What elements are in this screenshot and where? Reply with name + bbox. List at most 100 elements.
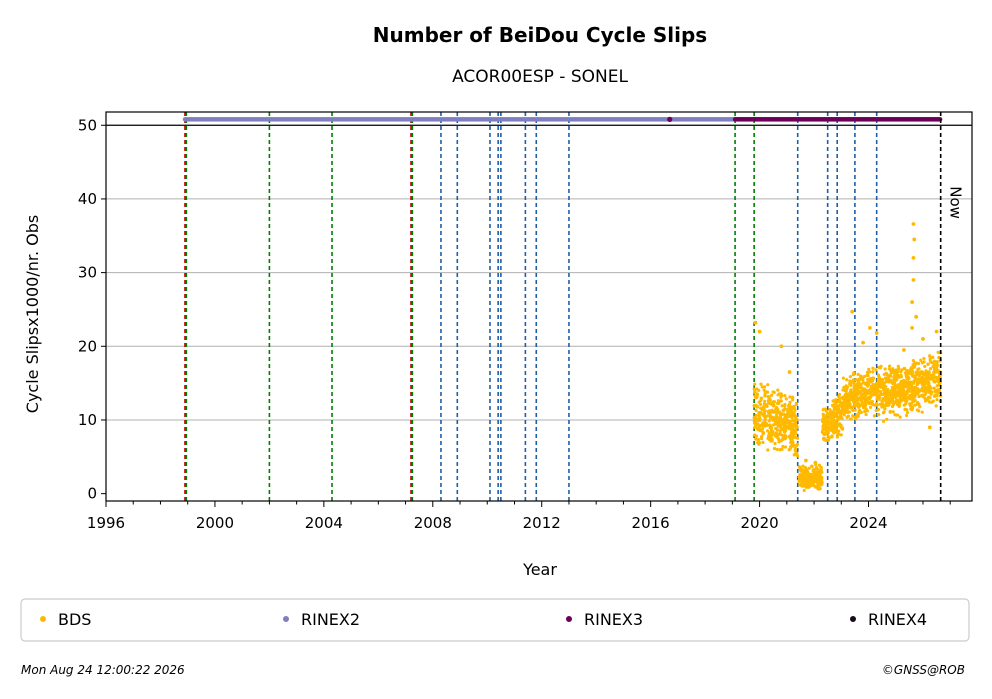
bds-point: [780, 420, 784, 424]
bds-point: [859, 390, 863, 394]
bds-point: [772, 403, 776, 408]
bds-point: [934, 329, 939, 334]
bds-point: [893, 413, 897, 417]
bds-point: [851, 373, 855, 377]
bds-point: [904, 413, 909, 418]
bds-point: [767, 409, 772, 413]
bds-point: [897, 367, 901, 371]
bds-point: [822, 407, 826, 411]
bds-point: [819, 465, 823, 470]
legend-marker-rinex2: [283, 616, 289, 622]
bds-point: [753, 320, 758, 325]
bds-point: [933, 359, 937, 363]
bds-point: [860, 386, 864, 390]
bds-point: [871, 383, 875, 387]
bds-point: [852, 403, 856, 407]
bds-point: [865, 399, 869, 404]
bds-point: [777, 401, 781, 405]
bds-point: [876, 384, 880, 389]
bds-point: [892, 376, 896, 380]
bds-point: [761, 440, 765, 445]
bds-point: [923, 364, 927, 369]
bds-point: [927, 370, 931, 374]
bds-point: [865, 370, 870, 374]
bds-point: [847, 410, 852, 414]
bds-point: [787, 370, 792, 374]
bds-point: [867, 367, 871, 371]
bds-point: [899, 375, 903, 379]
bds-point: [885, 392, 889, 396]
bds-point: [778, 410, 782, 414]
bds-point: [907, 382, 911, 387]
bds-point: [914, 370, 918, 374]
bds-point: [760, 437, 764, 441]
bds-point: [830, 434, 834, 438]
bds-point: [848, 397, 852, 401]
bds-point: [863, 406, 867, 410]
bds-point: [795, 425, 799, 429]
bds-point: [821, 424, 825, 428]
bds-point: [783, 407, 787, 411]
bds-point: [885, 417, 889, 421]
bds-point: [830, 417, 834, 421]
bds-point: [768, 413, 772, 417]
bds-point: [809, 464, 814, 468]
bds-point: [894, 368, 898, 372]
bds-point: [912, 385, 916, 389]
bds-point: [909, 366, 913, 370]
bds-point: [826, 430, 830, 434]
bds-point: [794, 401, 798, 406]
bds-point: [848, 375, 852, 379]
data-points: [182, 116, 943, 492]
bds-point: [878, 389, 883, 394]
bds-point: [781, 436, 785, 440]
legend-label-bds: BDS: [58, 610, 91, 629]
bds-point: [841, 376, 845, 380]
bds-point: [876, 407, 881, 412]
bds-point: [794, 447, 798, 451]
bds-point: [885, 401, 889, 405]
bds-point: [862, 374, 866, 379]
bds-point: [774, 410, 779, 414]
bds-point: [886, 396, 890, 400]
bds-point: [825, 424, 829, 428]
bds-point: [912, 237, 917, 242]
bds-point: [780, 412, 784, 417]
bds-point: [901, 388, 906, 392]
bds-point: [868, 388, 872, 392]
bds-point: [768, 416, 773, 420]
bds-point: [833, 425, 837, 430]
bds-point: [859, 410, 863, 415]
bds-point: [903, 371, 907, 375]
now-label: Now: [947, 186, 965, 219]
bds-point: [759, 406, 763, 410]
bds-point: [917, 394, 921, 399]
bds-point: [882, 372, 886, 377]
bds-point: [772, 390, 776, 395]
bds-point: [791, 396, 795, 400]
bds-point: [931, 355, 935, 359]
bds-point: [779, 439, 783, 443]
bds-point: [838, 413, 843, 418]
bds-point: [814, 476, 818, 480]
bds-point: [914, 361, 918, 365]
bds-point: [789, 441, 793, 445]
bds-point: [913, 388, 917, 392]
bds-point: [867, 325, 872, 330]
bds-point: [790, 416, 794, 420]
bds-point: [797, 474, 802, 478]
bds-point: [806, 473, 810, 477]
bds-point: [836, 404, 840, 408]
bds-point: [859, 374, 863, 378]
y-tick-label: 40: [78, 190, 97, 208]
legend-label-rinex2: RINEX2: [301, 610, 360, 629]
bds-point: [932, 386, 936, 390]
bds-point: [851, 408, 855, 412]
bds-point: [879, 385, 883, 389]
bds-point: [780, 404, 784, 408]
bds-point: [876, 413, 880, 417]
bds-point: [777, 423, 781, 427]
bds-point: [754, 419, 758, 423]
bds-point: [800, 477, 805, 481]
bds-point: [840, 427, 845, 431]
